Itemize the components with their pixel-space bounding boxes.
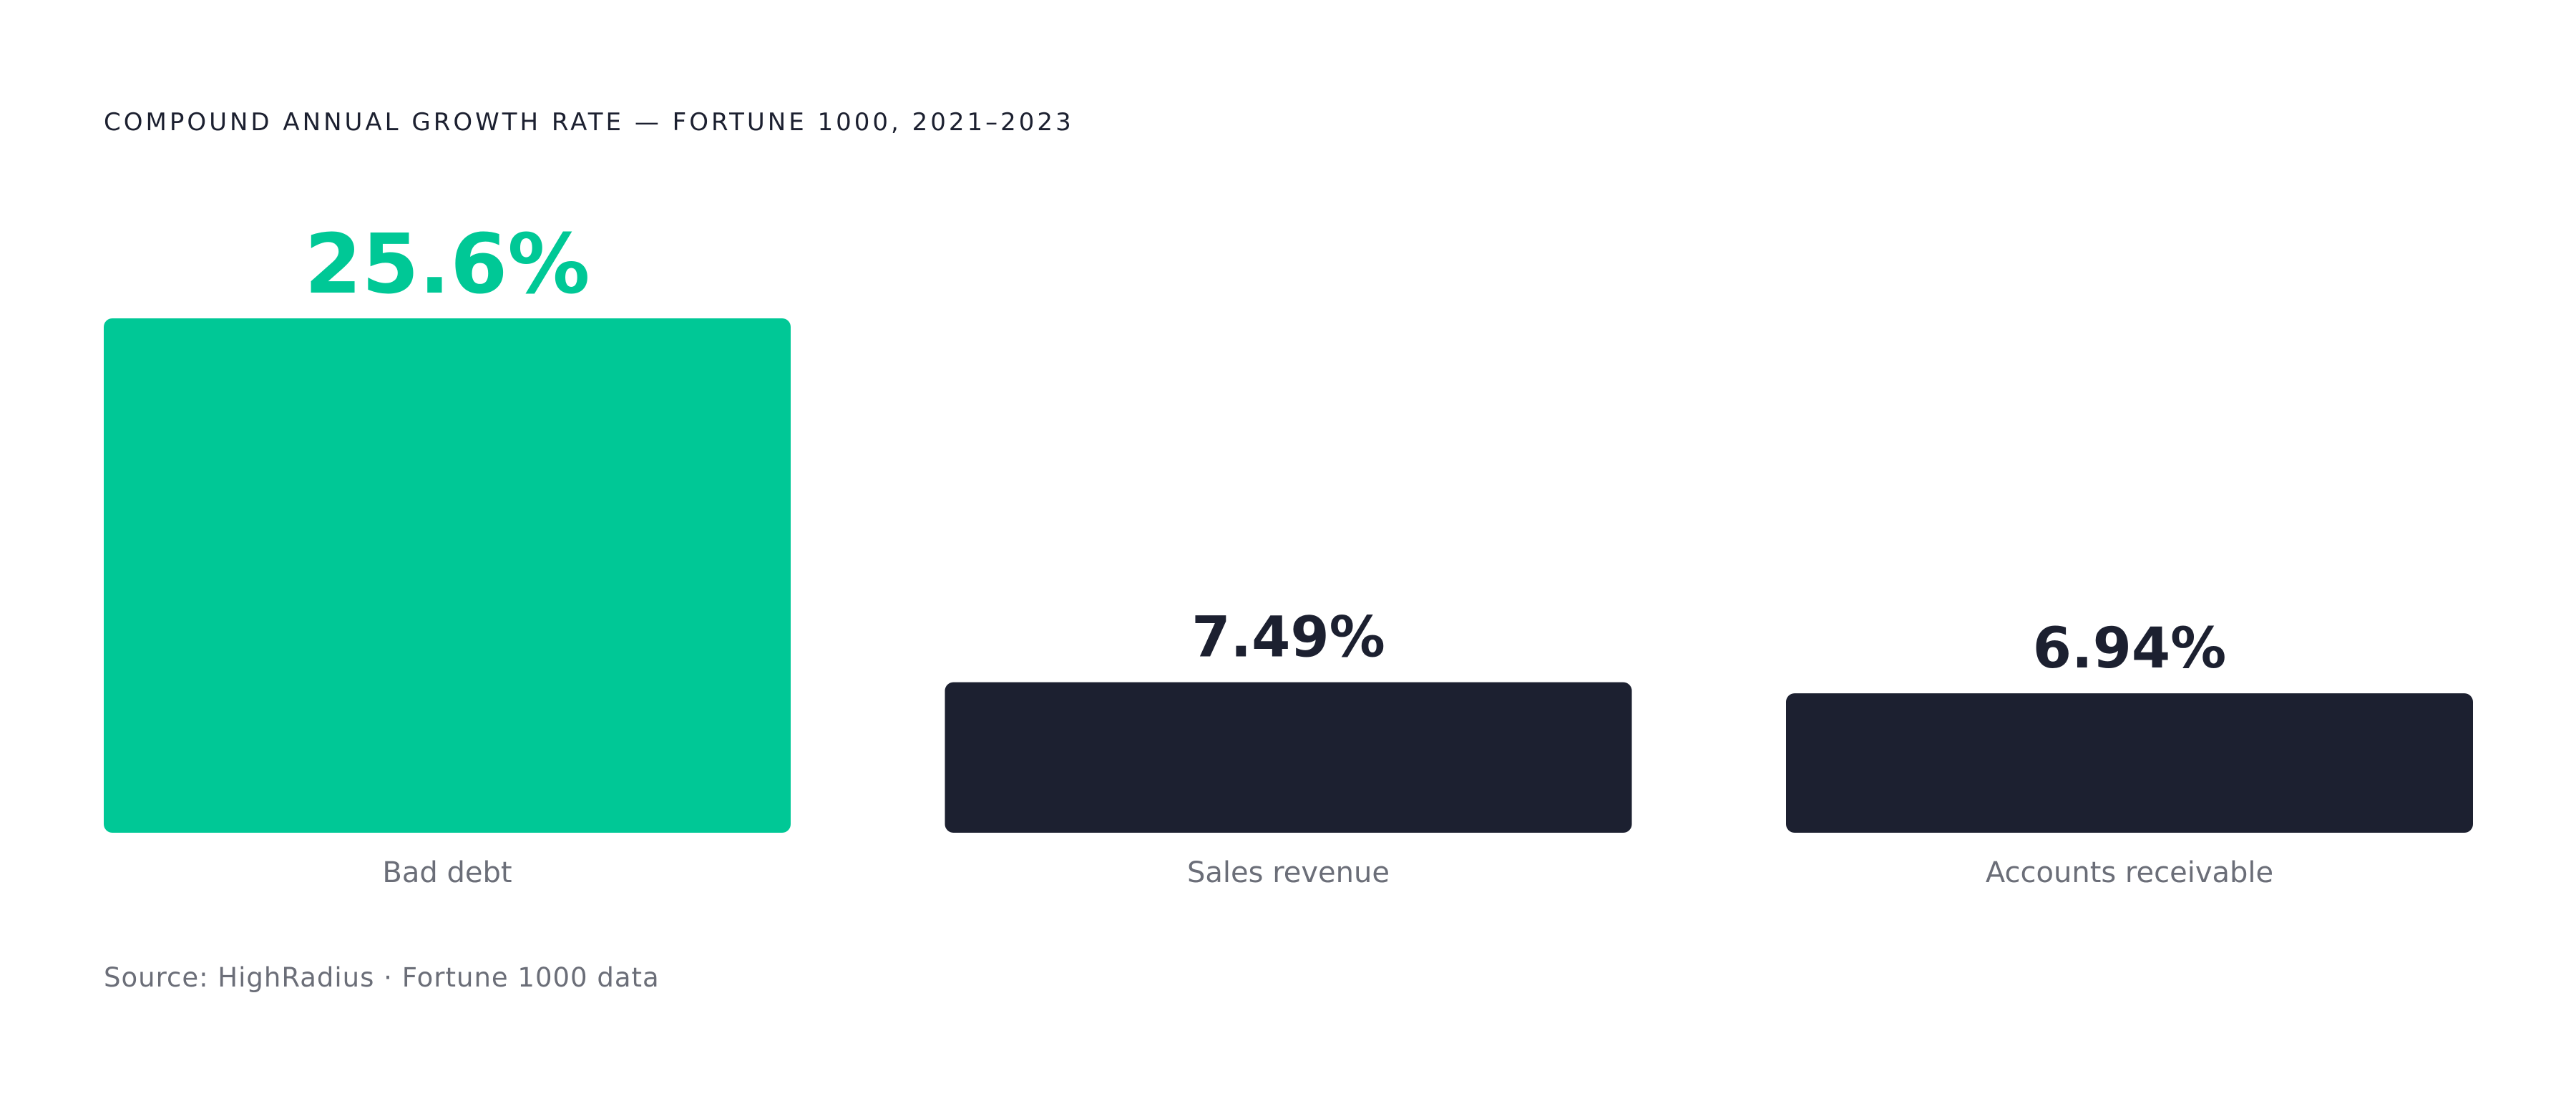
bar bbox=[1786, 693, 2473, 833]
value-label: 7.49% bbox=[1191, 606, 1385, 670]
source-note: Source: HighRadius · Fortune 1000 data bbox=[104, 962, 660, 993]
chart-title: COMPOUND ANNUAL GROWTH RATE — FORTUNE 10… bbox=[104, 108, 1074, 137]
value-label: 6.94% bbox=[2033, 617, 2227, 681]
bar bbox=[104, 318, 791, 833]
x-tick-label: Accounts receivable bbox=[1986, 856, 2273, 889]
bar bbox=[945, 682, 1632, 833]
x-tick-label: Bad debt bbox=[382, 856, 512, 889]
x-tick-label: Sales revenue bbox=[1187, 856, 1390, 889]
value-label: 25.6% bbox=[305, 217, 590, 313]
